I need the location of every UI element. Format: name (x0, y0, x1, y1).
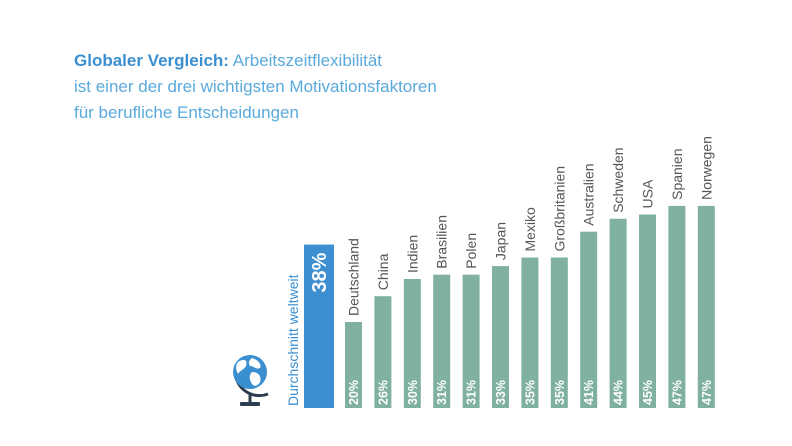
bar-group: 31% Polen (462, 233, 480, 408)
bar-category-label: Indien (404, 235, 420, 273)
bar-group: 44% Schweden (609, 147, 627, 408)
bar-category-label: Schweden (610, 147, 626, 212)
bar-group: 26% China (374, 253, 392, 408)
chart-title: Globaler Vergleich: Arbeitszeitflexibili… (74, 48, 437, 126)
bar (521, 257, 539, 408)
title-bold-part: Globaler Vergleich: (74, 51, 229, 70)
bar-group: 31% Brasilien (433, 215, 451, 408)
bar-value-label: 47% (670, 380, 684, 405)
bar-category-label: Brasilien (434, 215, 450, 269)
bar-category-label: USA (640, 179, 656, 208)
bar-category-label: Spanien (669, 149, 685, 200)
bar (345, 322, 362, 408)
bar-group: 20% Deutschland (345, 238, 362, 408)
average-bar (304, 244, 334, 408)
bar-category-label: China (375, 253, 391, 290)
bar-category-label: Japan (493, 222, 509, 260)
bar-value-label: 31% (465, 380, 479, 405)
title-line-2: ist einer der drei wichtigsten Motivatio… (74, 77, 437, 96)
bar-value-label: 35% (523, 380, 537, 405)
bar (462, 274, 480, 408)
bar (580, 231, 598, 408)
bar-value-label: 45% (641, 380, 655, 405)
country-bars: 20% Deutschland 26% China 30% Indien 31% Brasil… (345, 136, 715, 408)
bar-category-label: Polen (463, 233, 479, 269)
globe-icon (233, 355, 269, 406)
bar-value-label: 31% (435, 380, 449, 405)
bar (403, 279, 421, 408)
bar-value-label: 41% (582, 380, 596, 405)
bar-category-label: Deutschland (346, 238, 362, 316)
average-bar-group: 38% Durchschnitt weltweit (285, 244, 334, 408)
bar-group: 47% Norwegen (697, 136, 715, 408)
bar-category-label: Großbritanien (551, 166, 567, 252)
bar-value-label: 20% (347, 380, 361, 405)
average-value-label: 38% (309, 252, 331, 292)
bar-group: 45% USA (639, 179, 656, 408)
bar (492, 266, 509, 408)
bar-category-label: Australien (581, 163, 597, 225)
bar-group: 35% Großbritanien (550, 166, 568, 408)
bar-group: 41% Australien (580, 163, 598, 408)
bar (374, 296, 392, 408)
bar-group: 30% Indien (403, 235, 421, 408)
bar (433, 274, 451, 408)
bar-value-label: 44% (612, 380, 626, 405)
title-line-3: für berufliche Entscheidungen (74, 103, 299, 122)
bar-value-label: 47% (700, 380, 714, 405)
bar-value-label: 33% (494, 380, 508, 405)
bar-group: 47% Spanien (668, 149, 686, 408)
bar (668, 205, 686, 408)
bar (639, 214, 656, 408)
bar-value-label: 35% (553, 380, 567, 405)
bar-category-label: Mexiko (522, 207, 538, 252)
bar-value-label: 26% (376, 380, 390, 405)
bar (609, 218, 627, 408)
bar-group: 35% Mexiko (521, 207, 539, 408)
bar (550, 257, 568, 408)
bar-group: 33% Japan (492, 222, 509, 408)
average-label: Durchschnitt weltweit (285, 274, 301, 406)
title-rest-part: Arbeitszeitflexibilität (228, 51, 383, 70)
bar (697, 205, 715, 408)
bar-value-label: 30% (406, 380, 420, 405)
bar-category-label: Norwegen (698, 136, 714, 200)
